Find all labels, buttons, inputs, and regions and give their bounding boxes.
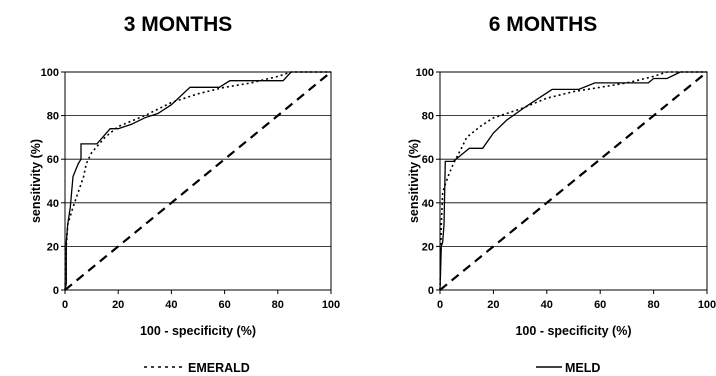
x-axis-label: 100 - specificity (%): [140, 324, 256, 338]
plot-area: [64, 71, 332, 291]
x-tick-label: 100: [698, 299, 716, 311]
plot-area: [439, 71, 708, 291]
x-tick-label: 40: [165, 299, 177, 311]
y-tick-label: 100: [41, 67, 59, 79]
legend-meld: MELD: [536, 361, 600, 375]
x-tick-label: 0: [62, 299, 68, 311]
y-tick-label: 20: [47, 241, 59, 253]
y-tick-label: 0: [428, 285, 434, 297]
series-meld-line: [439, 71, 707, 291]
panel-6-months: 6 MONTHS 0 20 40 60 80 100 0 20 40 60 80 100 100 - sp…: [407, 13, 716, 338]
series-reference-line: [439, 71, 708, 291]
panel-3-months: 3 MONTHS 0 20 40 60 80 100 0 20 40 60 80 100 100 - sp…: [29, 13, 340, 338]
y-tick-label: 20: [422, 241, 434, 253]
legend-meld-label: MELD: [565, 361, 600, 375]
y-tick-label: 40: [422, 198, 434, 210]
x-tick-label: 80: [272, 299, 284, 311]
x-tick-label: 60: [594, 299, 606, 311]
x-tick-label: 20: [487, 299, 499, 311]
x-axis-label: 100 - specificity (%): [515, 324, 631, 338]
y-tick-label: 80: [47, 111, 59, 123]
series-reference-line: [64, 71, 332, 291]
y-tick-label: 40: [47, 198, 59, 210]
x-tick-label: 60: [218, 299, 230, 311]
x-tick-label: 80: [647, 299, 659, 311]
legend-emerald: EMERALD: [144, 361, 250, 375]
x-tick-label: 20: [112, 299, 124, 311]
y-tick-label: 0: [53, 285, 59, 297]
x-tick-label: 0: [437, 299, 443, 311]
y-tick-label: 60: [47, 154, 59, 166]
y-tick-label: 60: [422, 154, 434, 166]
y-axis-label: sensitivity (%): [29, 139, 43, 223]
y-axis-label: sensitivity (%): [407, 139, 421, 223]
x-tick-label: 40: [541, 299, 553, 311]
series-meld-line: [64, 71, 331, 291]
y-tick-label: 100: [416, 67, 434, 79]
legend-emerald-label: EMERALD: [188, 361, 250, 375]
series-emerald-line: [439, 71, 707, 291]
x-tick-label: 100: [322, 299, 340, 311]
chart-title: 3 MONTHS: [124, 13, 233, 36]
chart-title: 6 MONTHS: [489, 13, 598, 36]
series-emerald-line: [64, 71, 331, 291]
y-tick-label: 80: [422, 111, 434, 123]
